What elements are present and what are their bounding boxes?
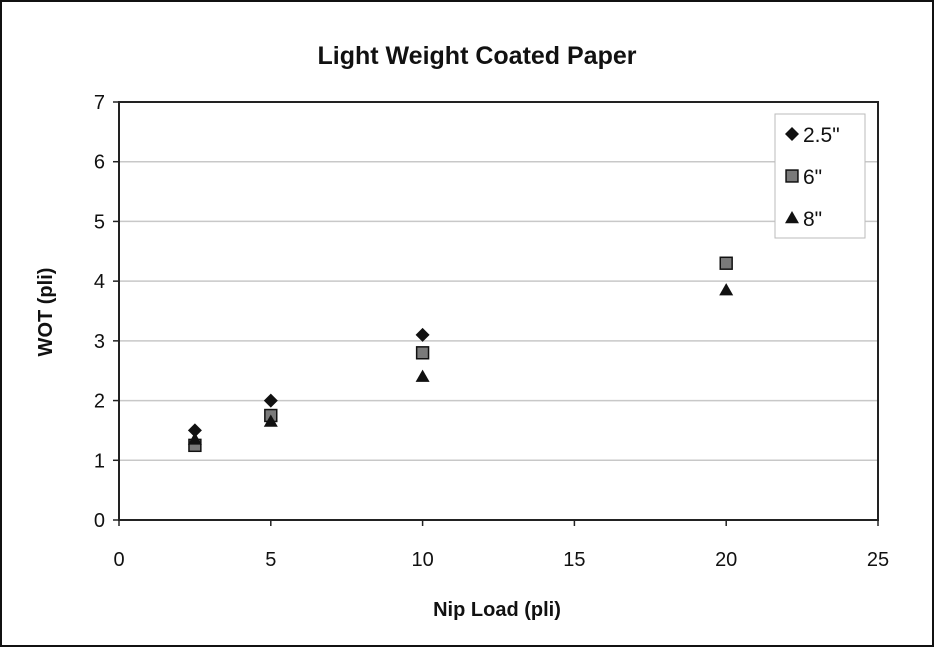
x-tick-label: 10 xyxy=(411,549,433,571)
data-point-triangle xyxy=(187,432,202,445)
data-point-diamond xyxy=(263,393,278,408)
data-point-triangle xyxy=(415,369,430,382)
x-tick-label: 5 xyxy=(265,549,276,571)
y-axis-title: WOT (pli) xyxy=(35,268,57,357)
y-tick-label: 3 xyxy=(94,331,105,353)
y-tick-label: 4 xyxy=(94,271,105,293)
legend-marker-diamond xyxy=(785,127,799,141)
data-point-diamond xyxy=(187,423,202,438)
x-axis-ticks: 0 5 10 15 20 25 xyxy=(113,520,889,571)
data-point-square xyxy=(415,346,430,360)
legend-marker-triangle xyxy=(785,211,799,224)
y-tick-label: 5 xyxy=(94,211,105,233)
plot-area xyxy=(118,101,879,521)
data-point-square xyxy=(719,256,733,270)
chart-title: Light Weight Coated Paper xyxy=(318,42,637,70)
legend: 2.5" 6" 8" xyxy=(774,113,866,239)
legend-entry-label: 8" xyxy=(803,208,822,231)
legend-marker-square xyxy=(785,169,799,183)
y-axis-ticks: 0 1 2 3 4 5 6 7 xyxy=(94,92,119,532)
x-tick-label: 25 xyxy=(867,549,889,571)
y-tick-label: 1 xyxy=(94,450,105,472)
x-axis-title: Nip Load (pli) xyxy=(433,599,561,621)
gridlines xyxy=(119,160,878,462)
data-points xyxy=(187,256,734,453)
data-point-triangle xyxy=(719,283,734,296)
y-tick-label: 6 xyxy=(94,152,105,174)
x-tick-label: 20 xyxy=(715,549,737,571)
y-tick-label: 0 xyxy=(94,510,105,532)
data-point-triangle xyxy=(263,414,278,427)
legend-entry-label: 2.5" xyxy=(803,124,840,147)
y-tick-label: 2 xyxy=(94,391,105,413)
data-point-diamond xyxy=(415,327,430,342)
y-tick-label: 7 xyxy=(94,92,105,114)
legend-entry-label: 6" xyxy=(803,166,822,189)
x-tick-label: 15 xyxy=(563,549,585,571)
x-tick-label: 0 xyxy=(113,549,124,571)
